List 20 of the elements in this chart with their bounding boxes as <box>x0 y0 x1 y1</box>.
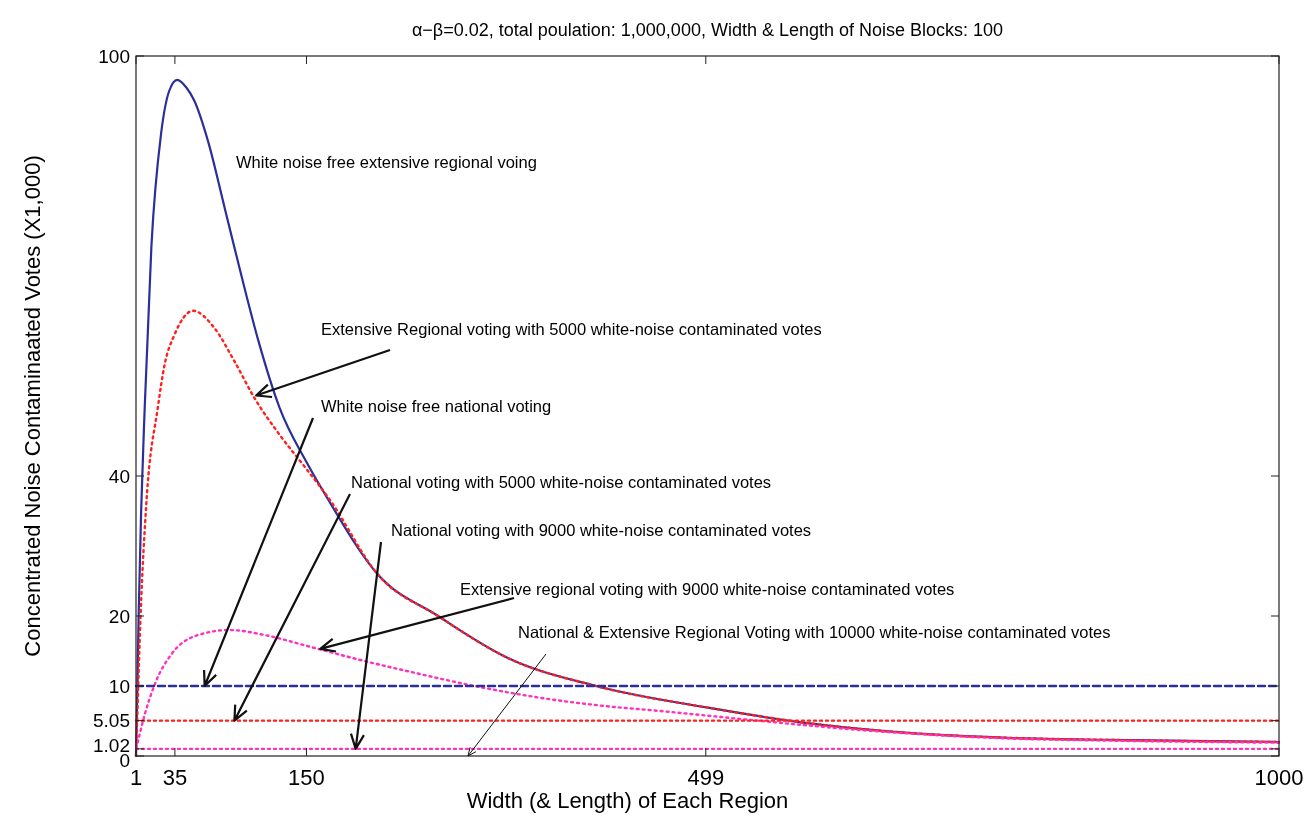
annotation: White noise free extensive regional voing <box>236 153 537 171</box>
x-tick-label: 1 <box>129 765 143 790</box>
y-tick-label: 100 <box>98 45 130 67</box>
x-tick-label: 150 <box>288 765 325 790</box>
annotation: National & Extensive Regional Voting with 10000 white-noise contaminated votes <box>518 623 1111 641</box>
chart-title: α−β=0.02, total poulation: 1,000,000, Width & Length of Noise Blocks: 100 <box>411 20 1004 40</box>
y-tick-label: 10 <box>108 675 130 697</box>
annotation: Extensive Regional voting with 5000 white-noise contaminated votes <box>321 320 822 338</box>
x-tick-label: 499 <box>687 765 725 790</box>
annotation: Extensive regional voting with 9000 white-noise contaminated votes <box>460 580 955 598</box>
annotation: National voting with 9000 white-noise contaminated votes <box>391 521 812 539</box>
x-tick-label: 35 <box>162 765 188 790</box>
y-axis-title: Concentrated Noise Contaminaated Votes (X1,000) <box>20 155 45 657</box>
x-tick-label: 1000 <box>1254 765 1304 790</box>
annotation: National voting with 5000 white-noise contaminated votes <box>351 473 772 491</box>
x-axis-title: Width (& Length) of Each Region <box>466 788 789 813</box>
y-tick-label: 20 <box>108 605 130 627</box>
y-tick-label: 40 <box>108 465 130 487</box>
y-tick-label: 5.05 <box>93 710 130 732</box>
annotation: White noise free national voting <box>321 397 552 415</box>
